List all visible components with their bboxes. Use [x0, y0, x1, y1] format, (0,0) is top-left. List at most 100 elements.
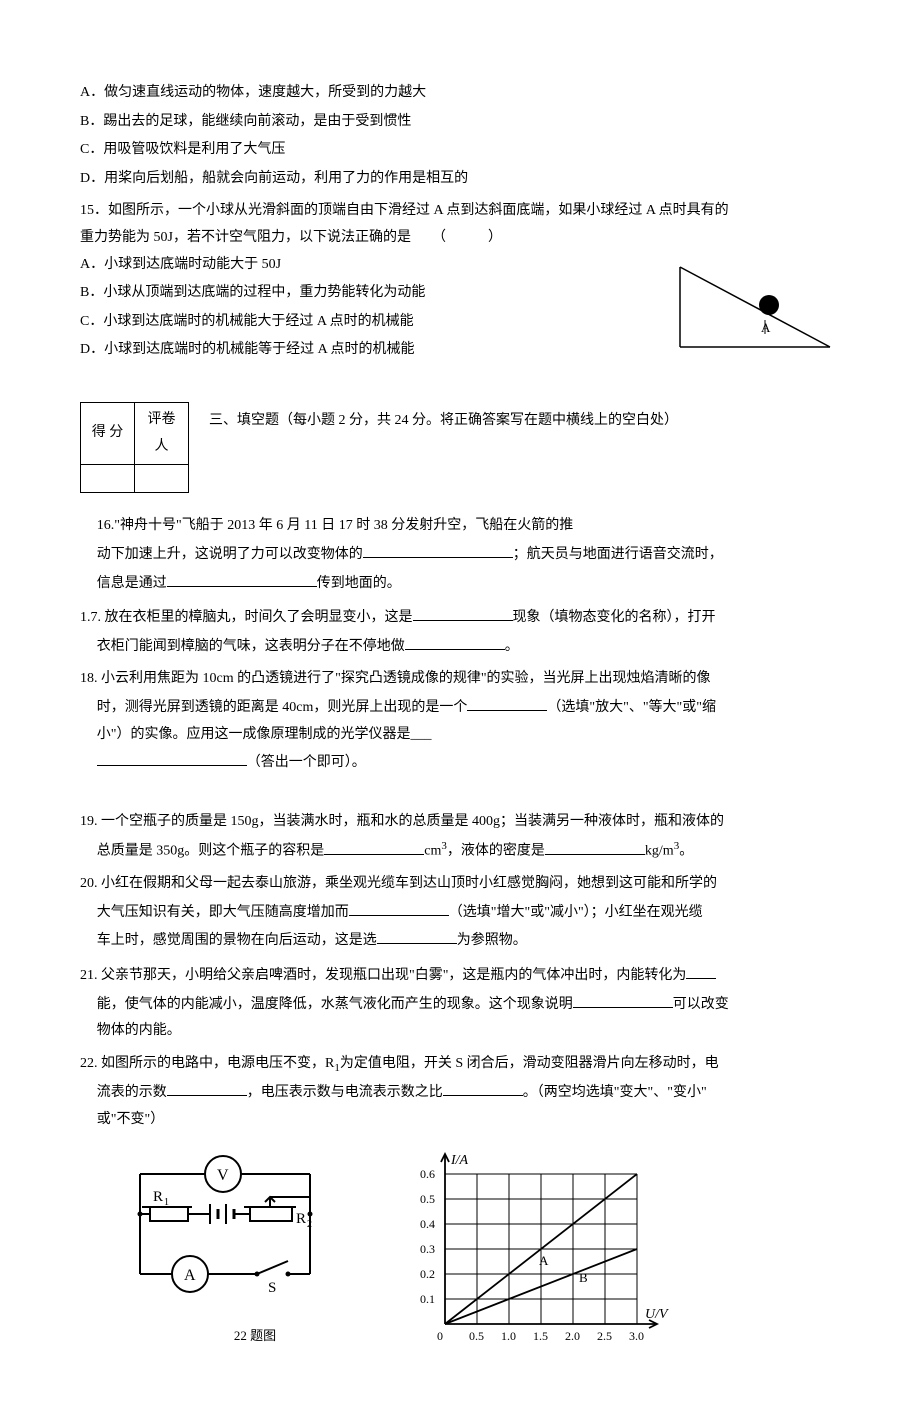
q21-line3: 物体的内能。	[80, 1018, 840, 1045]
svg-text:2.0: 2.0	[565, 1329, 580, 1343]
svg-text:0.6: 0.6	[420, 1167, 435, 1181]
graph-figure: 0.1 0.2 0.3 0.4 0.5 0.6 0 0.5 1.0 1.5 2.0 2.5 3.0 I/A…	[400, 1149, 680, 1370]
q15-opt-d: D．小球到达底端时的机械能等于经过 A 点时的机械能	[80, 337, 650, 364]
q16-l3-p1: 信息是通过	[97, 576, 167, 591]
q20-line1: 20. 小红在假期和父母一起去泰山旅游，乘坐观光缆车到达山顶时小红感觉胸闷，她想…	[80, 871, 840, 898]
blank-icon	[545, 837, 645, 855]
q15-options: A．小球到达底端时动能大于 50J B．小球从顶端到达底端的过程中，重力势能转化…	[80, 252, 650, 366]
q20-line2: 大气压知识有关，即大气压随高度增加而 （选填"增大"或"减小"）；小红坐在观光缆	[80, 898, 840, 927]
blank-icon	[167, 569, 317, 587]
svg-text:0.5: 0.5	[420, 1192, 435, 1206]
q22-figures: V R 1 R 2	[110, 1149, 840, 1370]
q15-opt-a: A．小球到达底端时动能大于 50J	[80, 252, 650, 279]
q22-line2: 流表的示数 ，电压表示数与电流表示数之比 。（两空均选填"变大"、"变小"	[80, 1078, 840, 1107]
svg-text:0.2: 0.2	[420, 1267, 435, 1281]
blank-icon	[377, 926, 457, 944]
q17-l1-p1: 1.7. 放在衣柜里的樟脑丸，时间久了会明显变小，这是	[80, 610, 413, 625]
q19-line2: 总质量是 350g。则这个瓶子的容积是cm3，液体的密度是kg/m3。	[80, 836, 840, 865]
q19-l2-p2: ，液体的密度是	[447, 844, 545, 859]
q18-line2: 时，测得光屏到透镜的距离是 40cm，则光屏上出现的是一个（选填"放大"、"等大…	[80, 693, 840, 722]
section3-title: 三、填空题（每小题 2 分，共 24 分。将正确答案写在题中横线上的空白处）	[209, 402, 678, 435]
q21-line1: 21. 父亲节那天，小明给父亲启啤酒时，发现瓶口出现"白雾"，这是瓶内的气体冲出…	[80, 961, 840, 990]
svg-text:I/A: I/A	[450, 1153, 469, 1168]
q20-line3: 车上时，感觉周围的景物在向后运动，这是选为参照物。	[80, 926, 840, 955]
blank-icon	[573, 990, 673, 1008]
q16-l3-p2: 传到地面的。	[317, 576, 401, 591]
q19-kgm: kg/m	[645, 844, 674, 859]
svg-text:A: A	[761, 320, 771, 335]
blank-icon	[413, 603, 513, 621]
q18-line3: 小"）的实像。应用这一成像原理制成的光学仪器是___	[80, 722, 840, 749]
q17-line2: 衣柜门能闻到樟脑的气味，这表明分子在不停地做 。	[80, 632, 840, 661]
q22-caption: 22 题图	[170, 1324, 340, 1349]
q18-l2-p2: （选填"放大"、"等大"或"缩	[547, 700, 716, 715]
svg-text:0.1: 0.1	[420, 1292, 435, 1306]
q21-l2-p2: 可以改变	[673, 997, 729, 1012]
svg-text:3.0: 3.0	[629, 1329, 644, 1343]
q22-l2-p1: 流表的示数	[97, 1085, 167, 1100]
q22-line3: 或"不变"）	[80, 1107, 840, 1134]
q17-l2-p2: 。	[505, 639, 519, 654]
svg-text:0.5: 0.5	[469, 1329, 484, 1343]
svg-text:2.5: 2.5	[597, 1329, 612, 1343]
svg-text:A: A	[184, 1267, 196, 1284]
q16-line2: 动下加速上升，这说明了力可以改变物体的 ；航天员与地面进行语音交流时，	[97, 540, 840, 569]
q22-l2-p3: 。（两空均选填"变大"、"变小"	[523, 1085, 707, 1100]
svg-text:R: R	[153, 1189, 163, 1205]
score-blank-1	[81, 465, 135, 493]
q22-l2-p2: ，电压表示数与电流表示数之比	[247, 1085, 443, 1100]
score-blank-2	[135, 465, 189, 493]
svg-text:R: R	[296, 1211, 306, 1227]
q14-options: A．做匀速直线运动的物体，速度越大，所受到的力越大 B．踢出去的足球，能继续向前…	[80, 80, 840, 192]
svg-text:S: S	[268, 1280, 276, 1296]
svg-text:0.3: 0.3	[420, 1242, 435, 1256]
q20-l2-p1: 大气压知识有关，即大气压随高度增加而	[97, 905, 349, 920]
svg-text:1.5: 1.5	[533, 1329, 548, 1343]
q20: 20. 小红在假期和父母一起去泰山旅游，乘坐观光缆车到达山顶时小红感觉胸闷，她想…	[80, 871, 840, 955]
svg-text:A: A	[539, 1253, 549, 1268]
q14-opt-d: D．用桨向后划船，船就会向前运动，利用了力的作用是相互的	[80, 166, 840, 193]
q19-end: 。	[679, 844, 693, 859]
score-cell-1: 得 分	[81, 403, 135, 465]
q14-opt-a: A．做匀速直线运动的物体，速度越大，所受到的力越大	[80, 80, 840, 107]
q19-cm: cm	[424, 844, 441, 859]
q22-l1-p1: 22. 如图所示的电路中，电源电压不变，R	[80, 1056, 334, 1071]
q16: 16."神舟十号"飞船于 2013 年 6 月 11 日 17 时 38 分发射…	[80, 513, 840, 597]
q18-line4: （答出一个即可）。	[80, 748, 840, 777]
q16-line3: 信息是通过 传到地面的。	[97, 569, 840, 598]
score-table: 得 分 评卷人	[80, 402, 189, 493]
q15-stem1: 15．如图所示，一个小球从光滑斜面的顶端自由下滑经过 A 点到达斜面底端，如果小…	[80, 198, 840, 225]
q18-line1: 18. 小云利用焦距为 10cm 的凸透镜进行了"探究凸透镜成像的规律"的实验，…	[80, 666, 840, 693]
q19: 19. 一个空瓶子的质量是 150g，当装满水时，瓶和水的总质量是 400g；当…	[80, 809, 840, 865]
section3-header: 得 分 评卷人 三、填空题（每小题 2 分，共 24 分。将正确答案写在题中横线…	[80, 402, 840, 493]
svg-text:1.0: 1.0	[501, 1329, 516, 1343]
blank-icon	[467, 693, 547, 711]
q18: 18. 小云利用焦距为 10cm 的凸透镜进行了"探究凸透镜成像的规律"的实验，…	[80, 666, 840, 776]
q15-opt-c: C．小球到达底端时的机械能大于经过 A 点时的机械能	[80, 309, 650, 336]
blank-icon	[324, 837, 424, 855]
q14-opt-c: C．用吸管吸饮料是利用了大气压	[80, 137, 840, 164]
svg-text:0.4: 0.4	[420, 1217, 435, 1231]
q17-l2-p1: 衣柜门能闻到樟脑的气味，这表明分子在不停地做	[97, 639, 405, 654]
blank-icon	[97, 748, 247, 766]
svg-text:1: 1	[164, 1197, 169, 1208]
q15-stem2: 重力势能为 50J，若不计空气阻力，以下说法正确的是 （ ）	[80, 225, 840, 252]
blank-icon	[167, 1078, 247, 1096]
q19-l2-p1: 总质量是 350g。则这个瓶子的容积是	[97, 844, 325, 859]
q16-l2-p1: 动下加速上升，这说明了力可以改变物体的	[97, 547, 363, 562]
svg-text:0: 0	[437, 1329, 443, 1343]
q22-line1: 22. 如图所示的电路中，电源电压不变，R1为定值电阻，开关 S 闭合后，滑动变…	[80, 1051, 840, 1079]
q20-l2-p2: （选填"增大"或"减小"）；小红坐在观光缆	[449, 905, 703, 920]
q17-line1: 1.7. 放在衣柜里的樟脑丸，时间久了会明显变小，这是 现象（填物态变化的名称），…	[80, 603, 840, 632]
blank-icon	[443, 1078, 523, 1096]
q21-l2-p1: 能，使气体的内能减小，温度降低，水蒸气液化而产生的现象。这个现象说明	[97, 997, 573, 1012]
q17-l1-p2: 现象（填物态变化的名称），打开	[513, 610, 716, 625]
q14-opt-b: B．踢出去的足球，能继续向前滚动，是由于受到惯性	[80, 109, 840, 136]
blank-icon	[405, 632, 505, 650]
q15: 15．如图所示，一个小球从光滑斜面的顶端自由下滑经过 A 点到达斜面底端，如果小…	[80, 198, 840, 372]
q16-l2-p2: ；航天员与地面进行语音交流时，	[513, 547, 723, 562]
q16-line1: 16."神舟十号"飞船于 2013 年 6 月 11 日 17 时 38 分发射…	[97, 513, 840, 540]
svg-text:U/V: U/V	[645, 1307, 669, 1322]
blank-icon	[686, 961, 716, 979]
q22-l1-p2: 为定值电阻，开关 S 闭合后，滑动变阻器滑片向左移动时，电	[340, 1056, 719, 1071]
